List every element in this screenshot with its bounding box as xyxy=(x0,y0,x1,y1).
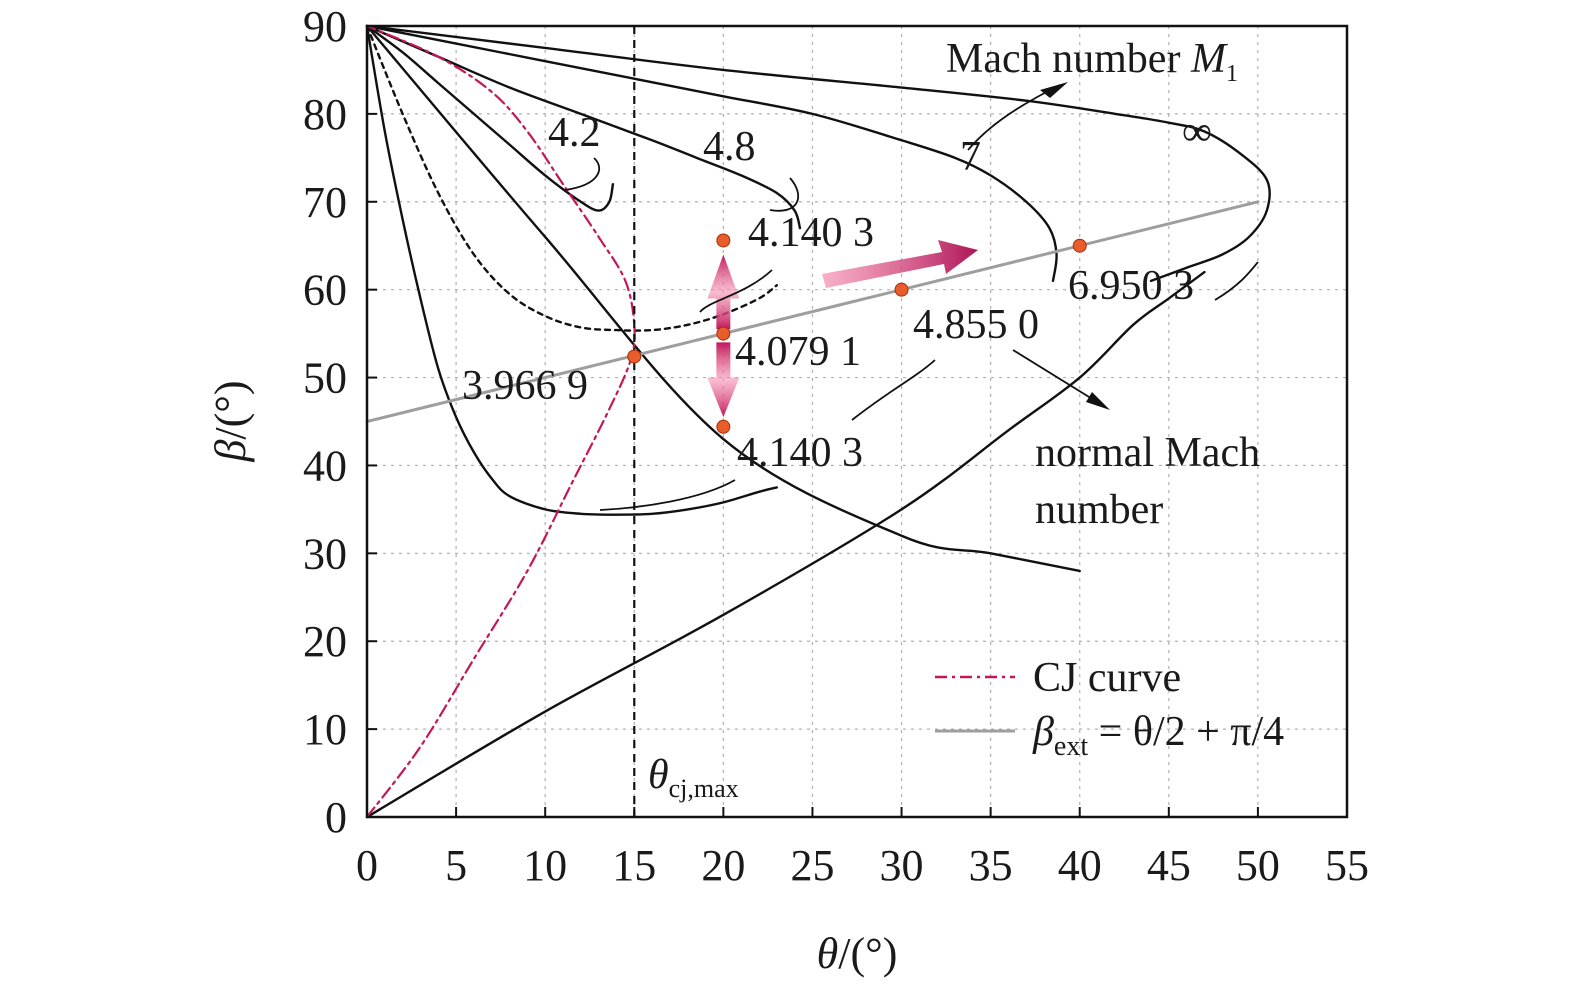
data-marker xyxy=(716,233,731,248)
label-infinity: ∞ xyxy=(1182,109,1212,155)
ticks-layer: 0 5 10 15 20 25 30 35 40 45 50 55 0 10 20 30 40 50 60 70 80 9… xyxy=(303,2,1369,890)
leader-4-1403-top xyxy=(699,269,773,313)
y-tick-label: 0 xyxy=(325,793,347,842)
leader-4-8 xyxy=(769,177,800,212)
x-axis-title-symbol: θ xyxy=(817,929,839,978)
label-4-0791: 4.079 1 xyxy=(735,329,861,375)
series-line xyxy=(365,24,1058,283)
x-axis-title: θ/(°) xyxy=(817,929,898,978)
diagonal-arrow xyxy=(822,240,978,288)
leader-normal-mach xyxy=(1012,349,1103,406)
plot-frame xyxy=(365,24,1349,819)
y-tick-label: 50 xyxy=(303,354,347,403)
data-marker xyxy=(1072,238,1087,253)
series-line xyxy=(365,24,615,212)
x-tick-label: 5 xyxy=(445,841,467,890)
x-tick-label: 25 xyxy=(790,841,834,890)
series-line xyxy=(365,24,802,230)
y-tick-label: 40 xyxy=(303,441,347,490)
data-marker xyxy=(716,326,731,341)
leader-4-1403-bottom xyxy=(599,479,736,511)
y-tick-label: 20 xyxy=(303,617,347,666)
label-4-8: 4.8 xyxy=(703,124,756,170)
label-6-9503: 6.950 3 xyxy=(1068,263,1194,309)
leader-4-8550 xyxy=(851,359,936,421)
legend: CJ curve βext = θ/2 + π/4 xyxy=(935,655,1284,762)
leader-4-2 xyxy=(564,157,601,191)
series-line xyxy=(365,270,1206,819)
x-tick-label: 50 xyxy=(1236,841,1280,890)
x-tick-label: 0 xyxy=(356,841,378,890)
y-axis-title: β/(°) xyxy=(206,380,255,462)
legend-beta-label: βext = θ/2 + π/4 xyxy=(1032,709,1284,762)
x-tick-label: 35 xyxy=(969,841,1013,890)
y-tick-label: 30 xyxy=(303,529,347,578)
x-tick-label: 30 xyxy=(880,841,924,890)
x-tick-label: 45 xyxy=(1147,841,1191,890)
down-arrow xyxy=(707,342,740,418)
theta-cj-max-label: θcj,max xyxy=(648,752,739,803)
label-7: 7 xyxy=(960,134,981,180)
series-line xyxy=(365,24,779,516)
y-tick-label: 70 xyxy=(303,178,347,227)
grid xyxy=(367,26,1347,817)
x-tick-label: 15 xyxy=(612,841,656,890)
up-arrow xyxy=(707,254,740,330)
y-tick-label: 80 xyxy=(303,90,347,139)
label-4-1403-top: 4.140 3 xyxy=(748,210,874,256)
leader-6-9503 xyxy=(1214,261,1259,301)
label-3-9669: 3.966 9 xyxy=(462,363,588,409)
x-tick-label: 10 xyxy=(523,841,567,890)
normal-mach-line1: normal Mach xyxy=(1035,430,1260,476)
x-tick-label: 20 xyxy=(701,841,745,890)
y-tick-label: 90 xyxy=(303,2,347,51)
y-tick-label: 10 xyxy=(303,705,347,754)
mach-number-label: Mach number M1 xyxy=(946,36,1238,87)
label-4-1403-bottom: 4.140 3 xyxy=(737,430,863,476)
data-marker xyxy=(716,419,731,434)
series-line xyxy=(365,24,1271,283)
data-marker xyxy=(627,349,642,364)
normal-mach-line2: number xyxy=(1035,487,1163,533)
y-axis-title-symbol: β xyxy=(206,440,255,463)
legend-cj-label: CJ curve xyxy=(1033,655,1181,701)
overlay-layer: θcj,max 4.2 4.8 7 ∞ 4.140 3 4.079 1 3.966 9 4.14… xyxy=(462,36,1260,803)
x-tick-label: 55 xyxy=(1325,841,1369,890)
data-marker xyxy=(894,282,909,297)
label-4-8550: 4.855 0 xyxy=(913,302,1039,348)
x-axis-title-unit: /(°) xyxy=(838,929,897,978)
label-4-2: 4.2 xyxy=(548,110,601,156)
plot-background xyxy=(367,26,1347,817)
series-line xyxy=(365,24,1081,573)
y-tick-label: 60 xyxy=(303,266,347,315)
leader-mach-head xyxy=(1040,82,1068,98)
y-axis-title-unit: /(°) xyxy=(206,380,255,439)
beta-ext-extension xyxy=(366,354,635,423)
x-tick-label: 40 xyxy=(1058,841,1102,890)
leader-normal-mach-head xyxy=(1086,392,1110,410)
